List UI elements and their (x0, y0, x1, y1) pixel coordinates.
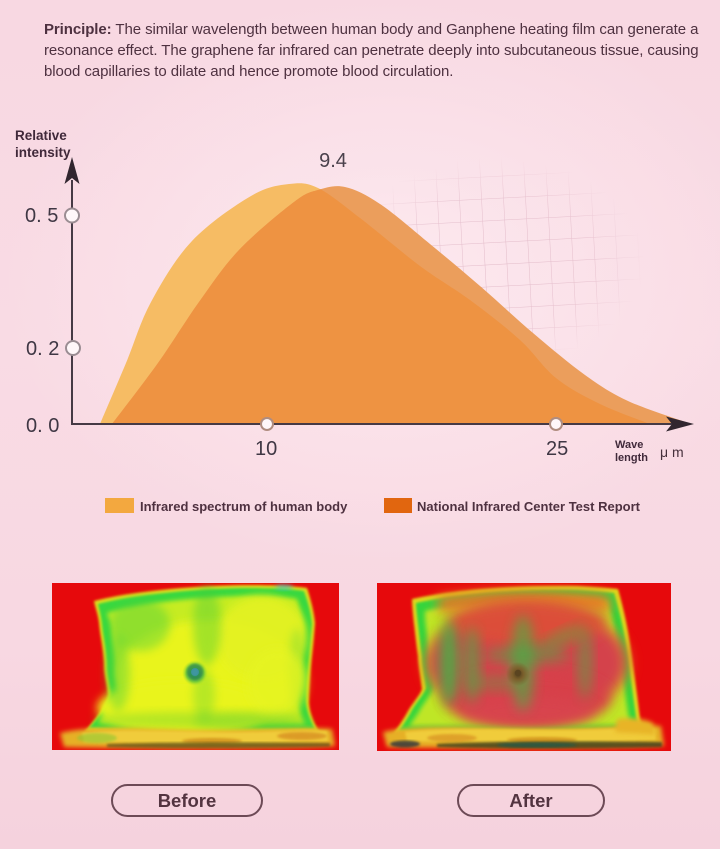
svg-text:Relative: Relative (15, 128, 67, 143)
svg-text:25: 25 (546, 438, 568, 460)
svg-text:μ m: μ m (660, 444, 684, 460)
svg-text:10: 10 (255, 438, 277, 460)
svg-text:0. 2: 0. 2 (26, 338, 59, 360)
svg-text:9.4: 9.4 (319, 150, 347, 172)
svg-text:length: length (615, 452, 648, 464)
svg-text:Wave: Wave (615, 439, 643, 451)
svg-text:intensity: intensity (15, 145, 71, 160)
svg-text:0. 0: 0. 0 (26, 415, 59, 437)
svg-text:0. 5: 0. 5 (25, 205, 58, 227)
